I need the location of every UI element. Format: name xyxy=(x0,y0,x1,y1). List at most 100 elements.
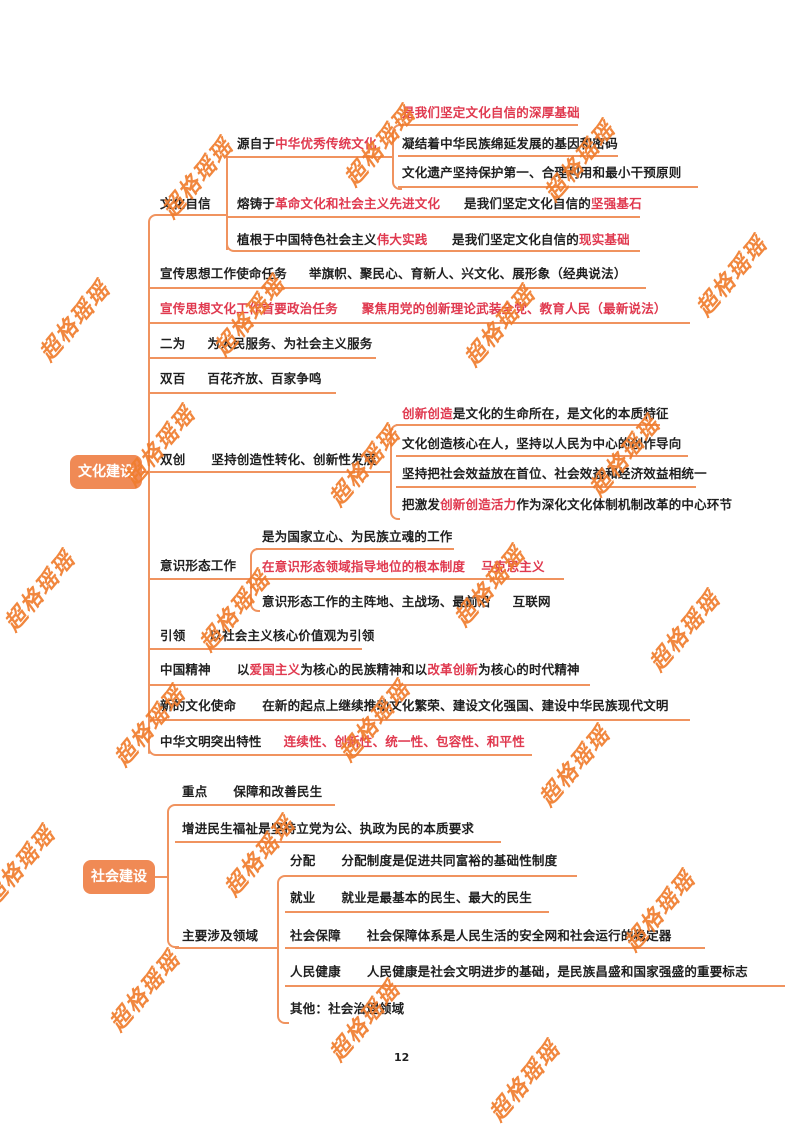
ideology-child-2-underline xyxy=(256,578,564,580)
double-creation-child-2: 文化创造核心在人，坚持以人民为中心的创作导向 xyxy=(402,436,682,451)
areas-label: 主要涉及领域 xyxy=(182,928,259,943)
political-task-label: 宣传思想文化工作首要政治任务 xyxy=(160,301,338,316)
lead-underline xyxy=(150,648,362,650)
double-creation-underline xyxy=(150,471,392,473)
ideology-bracket xyxy=(250,548,260,612)
dc-child-2-underline xyxy=(396,455,688,457)
watermark-stamp: 超格瑶瑶 xyxy=(0,821,61,912)
source1-underline xyxy=(226,156,394,158)
source1-highlight: 中华优秀传统文化 xyxy=(275,136,377,151)
dc-child-4-prefix: 把激发 xyxy=(402,497,441,512)
dc-child-3-underline xyxy=(396,486,696,488)
source1-child-2-underline xyxy=(398,155,618,157)
two-for-row: 二为 为人民服务、为社会主义服务 xyxy=(160,336,373,352)
source1-child-1: 是我们坚定文化自信的深厚基础 xyxy=(402,105,580,120)
source1-children-bracket xyxy=(392,124,402,190)
civilization-row: 中华文明突出特性 连续性、创新性、统一性、包容性、和平性 xyxy=(160,734,525,750)
area-item-social-security: 社会保障 社会保障体系是人民生活的安全网和社会运行的稳定器 xyxy=(290,928,672,944)
double-hundred-label: 双百 xyxy=(160,371,186,386)
double-hundred-value: 百花齐放、百家争鸣 xyxy=(207,371,322,386)
chinese-spirit-row: 中国精神 以爱国主义为核心的民族精神和以改革创新为核心的时代精神 xyxy=(160,662,580,678)
source3-underline xyxy=(226,240,640,252)
new-mission-underline xyxy=(150,719,690,721)
cs-p1: 以 xyxy=(236,662,250,677)
area-4-value: 人民健康是社会文明进步的基础，是民族昌盛和国家强盛的重要标志 xyxy=(366,964,748,979)
two-for-label: 二为 xyxy=(160,336,186,351)
society-root-connector xyxy=(155,876,169,878)
source2-text: 熔铸于革命文化和社会主义先进文化 xyxy=(237,196,440,212)
ideology-child-2-text: 在意识形态领域指导地位的根本制度 xyxy=(262,559,466,574)
lead-value: 以社会主义核心价值观为引领 xyxy=(209,628,375,643)
area-item-health: 人民健康 人民健康是社会文明进步的基础，是民族昌盛和国家强盛的重要标志 xyxy=(290,964,748,980)
new-mission-label: 新的文化使命 xyxy=(160,698,237,713)
society-root-node: 社会建设 xyxy=(83,860,155,894)
areas-bracket xyxy=(277,875,289,1024)
double-creation-label: 双创 xyxy=(160,452,186,467)
watermark-stamp: 超格瑶瑶 xyxy=(484,1036,566,1127)
confidence-underline xyxy=(156,214,228,216)
focus-label: 重点 xyxy=(182,784,208,799)
political-task-row: 宣传思想文化工作首要政治任务 聚焦用党的创新理论武装全党、教育人民（最新说法） xyxy=(160,301,667,317)
source2-tail-highlight: 坚强基石 xyxy=(591,196,642,211)
dc-child-1-rest: 是文化的生命所在，是文化的本质特征 xyxy=(452,406,669,421)
source3-tail-highlight: 现实基础 xyxy=(579,232,630,247)
source1-child-2: 凝结着中华民族绵延发展的基因和密码 xyxy=(402,136,618,151)
area-3-underline xyxy=(285,947,705,949)
double-hundred-row: 双百 百花齐放、百家争鸣 xyxy=(160,371,322,387)
watermark-stamp: 超格瑶瑶 xyxy=(449,541,531,632)
area-item-distribution: 分配 分配制度是促进共同富裕的基础性制度 xyxy=(290,853,557,869)
ideology-underline xyxy=(150,578,250,580)
area-1-label: 分配 xyxy=(290,853,316,868)
watermark-stamp: 超格瑶瑶 xyxy=(459,281,541,372)
watermark-stamp: 超格瑶瑶 xyxy=(691,231,773,322)
source1-child-3: 文化遗产坚持保护第一、合理利用和最小干预原则 xyxy=(402,165,682,180)
ideology-child-3: 意识形态工作的主阵地、主战场、最前沿 互联网 xyxy=(262,594,551,610)
source1-child-1-underline xyxy=(398,124,578,126)
watermark-stamp: 超格瑶瑶 xyxy=(0,546,81,637)
lead-label: 引领 xyxy=(160,628,186,643)
society-bracket xyxy=(167,804,179,948)
double-creation-child-1: 创新创造是文化的生命所在，是文化的本质特征 xyxy=(402,406,669,422)
dc-child-1-underline xyxy=(396,424,660,426)
watermark-stamp: 超格瑶瑶 xyxy=(104,946,186,1037)
source2-tail: 是我们坚定文化自信的坚强基石 xyxy=(464,196,642,212)
civilization-label: 中华文明突出特性 xyxy=(160,734,262,749)
focus-value: 保障和改善民生 xyxy=(233,784,323,799)
ideology-child-2-answer: 马克思主义 xyxy=(481,559,545,574)
welfare-text: 增进民生福祉是坚持立党为公、执政为民的本质要求 xyxy=(182,821,475,836)
watermark-stamp: 超格瑶瑶 xyxy=(34,276,116,367)
ideology-label: 意识形态工作 xyxy=(160,558,237,573)
area-2-underline xyxy=(285,911,549,913)
areas-underline xyxy=(175,947,277,949)
culture-spine xyxy=(148,222,150,754)
area-4-underline xyxy=(285,985,785,987)
political-task-underline xyxy=(150,322,690,324)
source2-underline xyxy=(226,216,640,218)
page-number: 12 xyxy=(394,1051,410,1064)
new-mission-row: 新的文化使命 在新的起点上继续推动文化繁荣、建设文化强国、建设中华民族现代文明 xyxy=(160,698,669,714)
source1-child-3-underline xyxy=(398,186,698,188)
double-creation-bracket xyxy=(390,424,400,520)
mission-underline xyxy=(150,287,646,289)
political-task-value: 聚焦用党的创新理论武装全党、教育人民（最新说法） xyxy=(361,301,667,316)
area-1-value: 分配制度是促进共同富裕的基础性制度 xyxy=(341,853,558,868)
dc-child-1-highlight: 创新创造 xyxy=(402,406,453,421)
welfare-underline xyxy=(175,841,501,843)
confidence-sub-spine xyxy=(226,158,228,250)
cs-p3: 为核心的时代精神 xyxy=(478,662,580,677)
dc-child-4-highlight: 创新创造活力 xyxy=(440,497,517,512)
area-3-label: 社会保障 xyxy=(290,928,341,943)
cs-h2: 改革创新 xyxy=(427,662,479,677)
source3-highlight: 伟大实践 xyxy=(376,232,428,247)
source1-text: 源自于中华优秀传统文化 xyxy=(237,136,377,152)
ideology-child-3-answer: 互联网 xyxy=(512,594,551,609)
lead-row: 引领 以社会主义核心价值观为引领 xyxy=(160,628,375,644)
ideology-child-2: 在意识形态领域指导地位的根本制度 马克思主义 xyxy=(262,559,545,575)
ideology-child-1: 是为国家立心、为民族立魂的工作 xyxy=(262,529,453,544)
double-creation-row: 双创 坚持创造性转化、创新性发展 xyxy=(160,452,377,468)
mission-label: 宣传思想工作使命任务 xyxy=(160,266,288,281)
source3-text: 植根于中国特色社会主义伟大实践 xyxy=(237,232,428,248)
mission-row: 宣传思想工作使命任务 举旗帜、聚民心、育新人、兴文化、展形象（经典说法） xyxy=(160,266,627,282)
watermark-stamp: 超格瑶瑶 xyxy=(539,116,621,207)
watermark-stamp: 超格瑶瑶 xyxy=(534,721,616,812)
